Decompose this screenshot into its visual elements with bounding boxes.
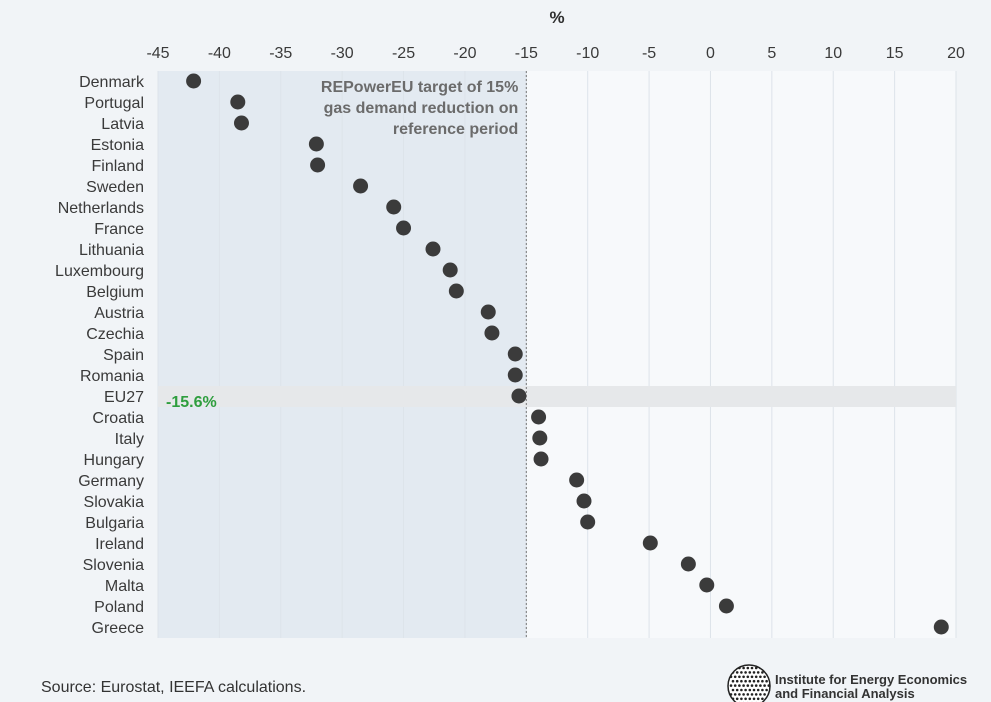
- target-annotation-line: REPowerEU target of 15%: [321, 79, 518, 96]
- target-annotation: REPowerEU target of 15% gas demand reduct…: [321, 79, 518, 138]
- data-points: [186, 73, 949, 635]
- data-point: [396, 220, 412, 236]
- category-label: Estonia: [91, 137, 144, 154]
- category-label: Germany: [78, 473, 144, 490]
- category-label: Latvia: [101, 116, 144, 133]
- data-point: [230, 94, 246, 110]
- category-label: Italy: [115, 431, 144, 448]
- data-point: [511, 388, 527, 404]
- data-point: [353, 178, 369, 194]
- unit-label: %: [549, 8, 564, 27]
- data-point: [425, 241, 441, 257]
- category-label: Croatia: [92, 410, 144, 427]
- category-label: Bulgaria: [85, 515, 144, 532]
- category-label: Finland: [92, 158, 144, 175]
- x-tick-label: -35: [269, 45, 292, 62]
- category-label: Netherlands: [58, 200, 144, 217]
- data-point: [442, 262, 458, 278]
- category-label: Denmark: [79, 74, 145, 91]
- target-annotation-line: reference period: [393, 121, 518, 138]
- data-point: [642, 535, 658, 551]
- logo-line-1: Institute for Energy Economics: [775, 672, 968, 687]
- category-label: Belgium: [86, 284, 144, 301]
- data-point: [448, 283, 464, 299]
- data-point: [531, 409, 547, 425]
- data-point: [569, 472, 585, 488]
- logo-line-2: and Financial Analysis: [775, 686, 915, 701]
- data-point: [507, 367, 523, 383]
- data-point: [308, 136, 324, 152]
- category-labels: Denmark Portugal Latvia Estonia Finland Swede…: [55, 74, 145, 637]
- data-point: [576, 493, 592, 509]
- x-tick-label: -30: [331, 45, 354, 62]
- data-point: [580, 514, 596, 530]
- category-label: Sweden: [86, 179, 144, 196]
- data-point: [386, 199, 402, 215]
- eu27-value-label: -15.6%: [166, 394, 217, 411]
- category-label: Portugal: [84, 95, 144, 112]
- category-label: Romania: [80, 368, 144, 385]
- data-point: [533, 451, 549, 467]
- category-label: France: [94, 221, 144, 238]
- category-label: Spain: [103, 347, 144, 364]
- eu27-highlight-band: [158, 386, 956, 407]
- x-tick-label: 10: [824, 45, 842, 62]
- x-tick-label: -45: [146, 45, 169, 62]
- category-label: Greece: [92, 620, 145, 637]
- target-annotation-line: gas demand reduction on: [324, 100, 519, 117]
- x-tick-label: -5: [642, 45, 656, 62]
- data-point: [680, 556, 696, 572]
- data-point: [480, 304, 496, 320]
- category-label: Hungary: [84, 452, 144, 469]
- category-label: Czechia: [86, 326, 144, 343]
- x-tick-label: -20: [453, 45, 476, 62]
- data-point: [233, 115, 249, 131]
- category-label: Luxembourg: [55, 263, 144, 280]
- data-point: [718, 598, 734, 614]
- data-point: [532, 430, 548, 446]
- x-tick-label: 0: [706, 45, 715, 62]
- data-point: [507, 346, 523, 362]
- source-note: Source: Eurostat, IEEFA calculations.: [41, 679, 307, 696]
- globe-icon: [727, 664, 771, 702]
- category-label: Ireland: [95, 536, 144, 553]
- category-label: Slovakia: [84, 494, 145, 511]
- category-label: Malta: [105, 578, 144, 595]
- x-tick-label: -10: [576, 45, 599, 62]
- x-tick-label: 5: [767, 45, 776, 62]
- data-point: [933, 619, 949, 635]
- ieefa-logo: Institute for Energy Economics and Finan…: [726, 664, 986, 702]
- category-label: Lithuania: [79, 242, 144, 259]
- x-tick-label: 15: [886, 45, 904, 62]
- x-tick-label: -15: [515, 45, 538, 62]
- x-tick-label: -40: [208, 45, 231, 62]
- x-axis-ticks: -45 -40 -35 -30 -25 -20 -15 -10 -5 0 5 10 15 20: [146, 45, 965, 62]
- x-tick-label: -25: [392, 45, 415, 62]
- x-tick-label: 20: [947, 45, 965, 62]
- category-label: EU27: [104, 389, 144, 406]
- data-point: [310, 157, 326, 173]
- category-label: Poland: [94, 599, 144, 616]
- data-point: [186, 73, 202, 89]
- category-label: Austria: [94, 305, 144, 322]
- category-label: Slovenia: [83, 557, 144, 574]
- data-point: [484, 325, 500, 341]
- data-point: [699, 577, 715, 593]
